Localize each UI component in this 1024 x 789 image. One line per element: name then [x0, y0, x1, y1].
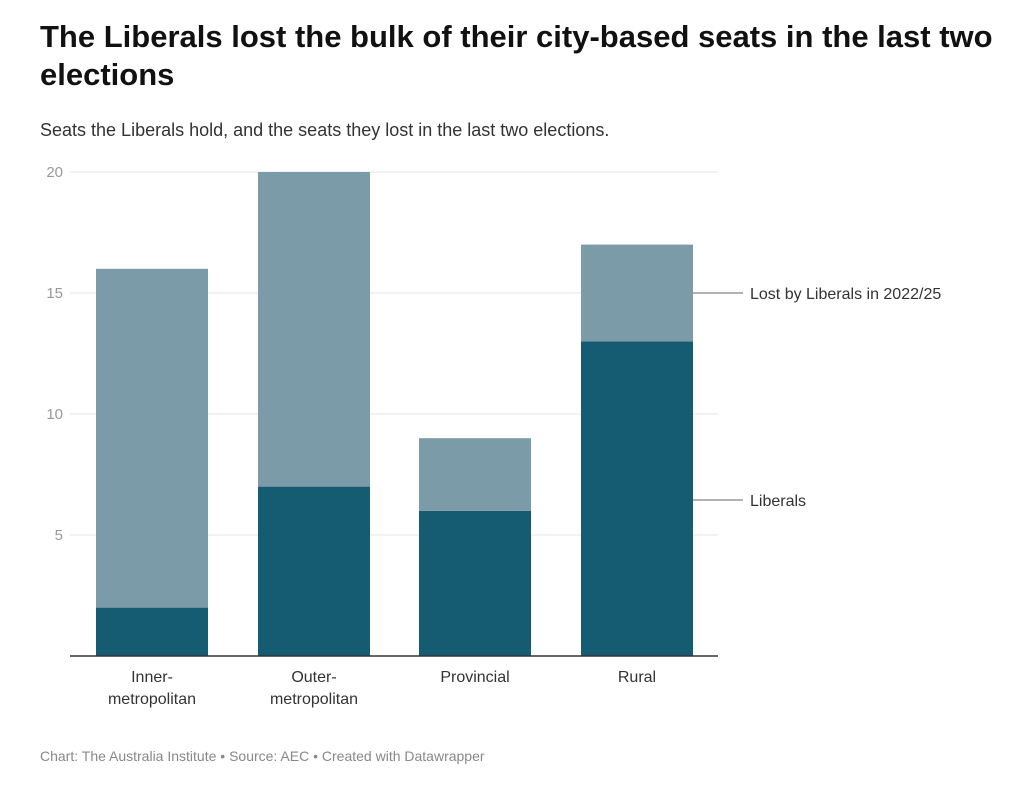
bar-liberals [258, 486, 370, 656]
chart-footer: Chart: The Australia Institute • Source:… [40, 748, 485, 764]
legend-label: Lost by Liberals in 2022/25 [750, 286, 941, 303]
bar-liberals [581, 341, 693, 656]
x-category-label: metropolitan [108, 691, 196, 708]
bar-liberals [419, 510, 531, 656]
x-category-label: Rural [618, 669, 656, 686]
x-category-label: Inner- [131, 669, 173, 686]
chart-subtitle: Seats the Liberals hold, and the seats t… [40, 120, 610, 140]
chart-title: The Liberals lost the bulk of their city… [40, 19, 993, 92]
bar-lost-by-liberals-in-2022-25 [581, 244, 693, 342]
y-tick-label: 15 [46, 285, 63, 302]
y-tick-label: 20 [46, 164, 63, 181]
x-category-label: metropolitan [270, 691, 358, 708]
legend-label: Liberals [750, 493, 806, 510]
bar-lost-by-liberals-in-2022-25 [96, 268, 208, 608]
y-tick-label: 5 [55, 527, 63, 544]
x-category-label: Outer- [291, 669, 336, 686]
x-category-label: Provincial [440, 669, 509, 686]
y-tick-label: 10 [46, 406, 63, 423]
bar-liberals [96, 607, 208, 656]
bar-lost-by-liberals-in-2022-25 [419, 438, 531, 511]
bar-lost-by-liberals-in-2022-25 [258, 172, 370, 487]
